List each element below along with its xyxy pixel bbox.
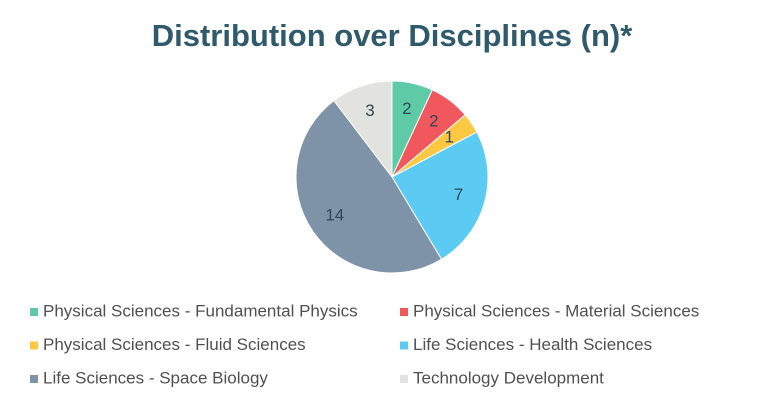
data-label: 7 bbox=[454, 185, 463, 204]
legend-marker bbox=[400, 375, 408, 383]
legend-label: Physical Sciences - Material Sciences bbox=[413, 301, 699, 320]
legend-label: Physical Sciences - Fundamental Physics bbox=[43, 301, 358, 320]
legend-label: Life Sciences - Space Biology bbox=[43, 368, 268, 387]
legend-label: Life Sciences - Health Sciences bbox=[413, 335, 652, 354]
legend-marker bbox=[30, 341, 38, 350]
data-label: 14 bbox=[325, 205, 344, 224]
legend-marker bbox=[400, 308, 408, 316]
pie-slice bbox=[333, 80, 393, 179]
legend-label: Technology Development bbox=[413, 368, 604, 387]
pie-slice bbox=[391, 131, 489, 260]
data-label: 2 bbox=[429, 111, 438, 130]
legend-marker bbox=[400, 341, 408, 350]
chart-title: Distribution over Disciplines (n)* bbox=[152, 18, 633, 53]
pie-slice bbox=[295, 99, 443, 274]
data-label: 3 bbox=[365, 101, 374, 120]
legend-marker bbox=[30, 375, 38, 383]
data-label: 2 bbox=[402, 99, 411, 118]
legend-marker bbox=[30, 308, 38, 316]
data-label: 1 bbox=[444, 128, 453, 147]
legend-label: Physical Sciences - Fluid Sciences bbox=[43, 335, 306, 354]
